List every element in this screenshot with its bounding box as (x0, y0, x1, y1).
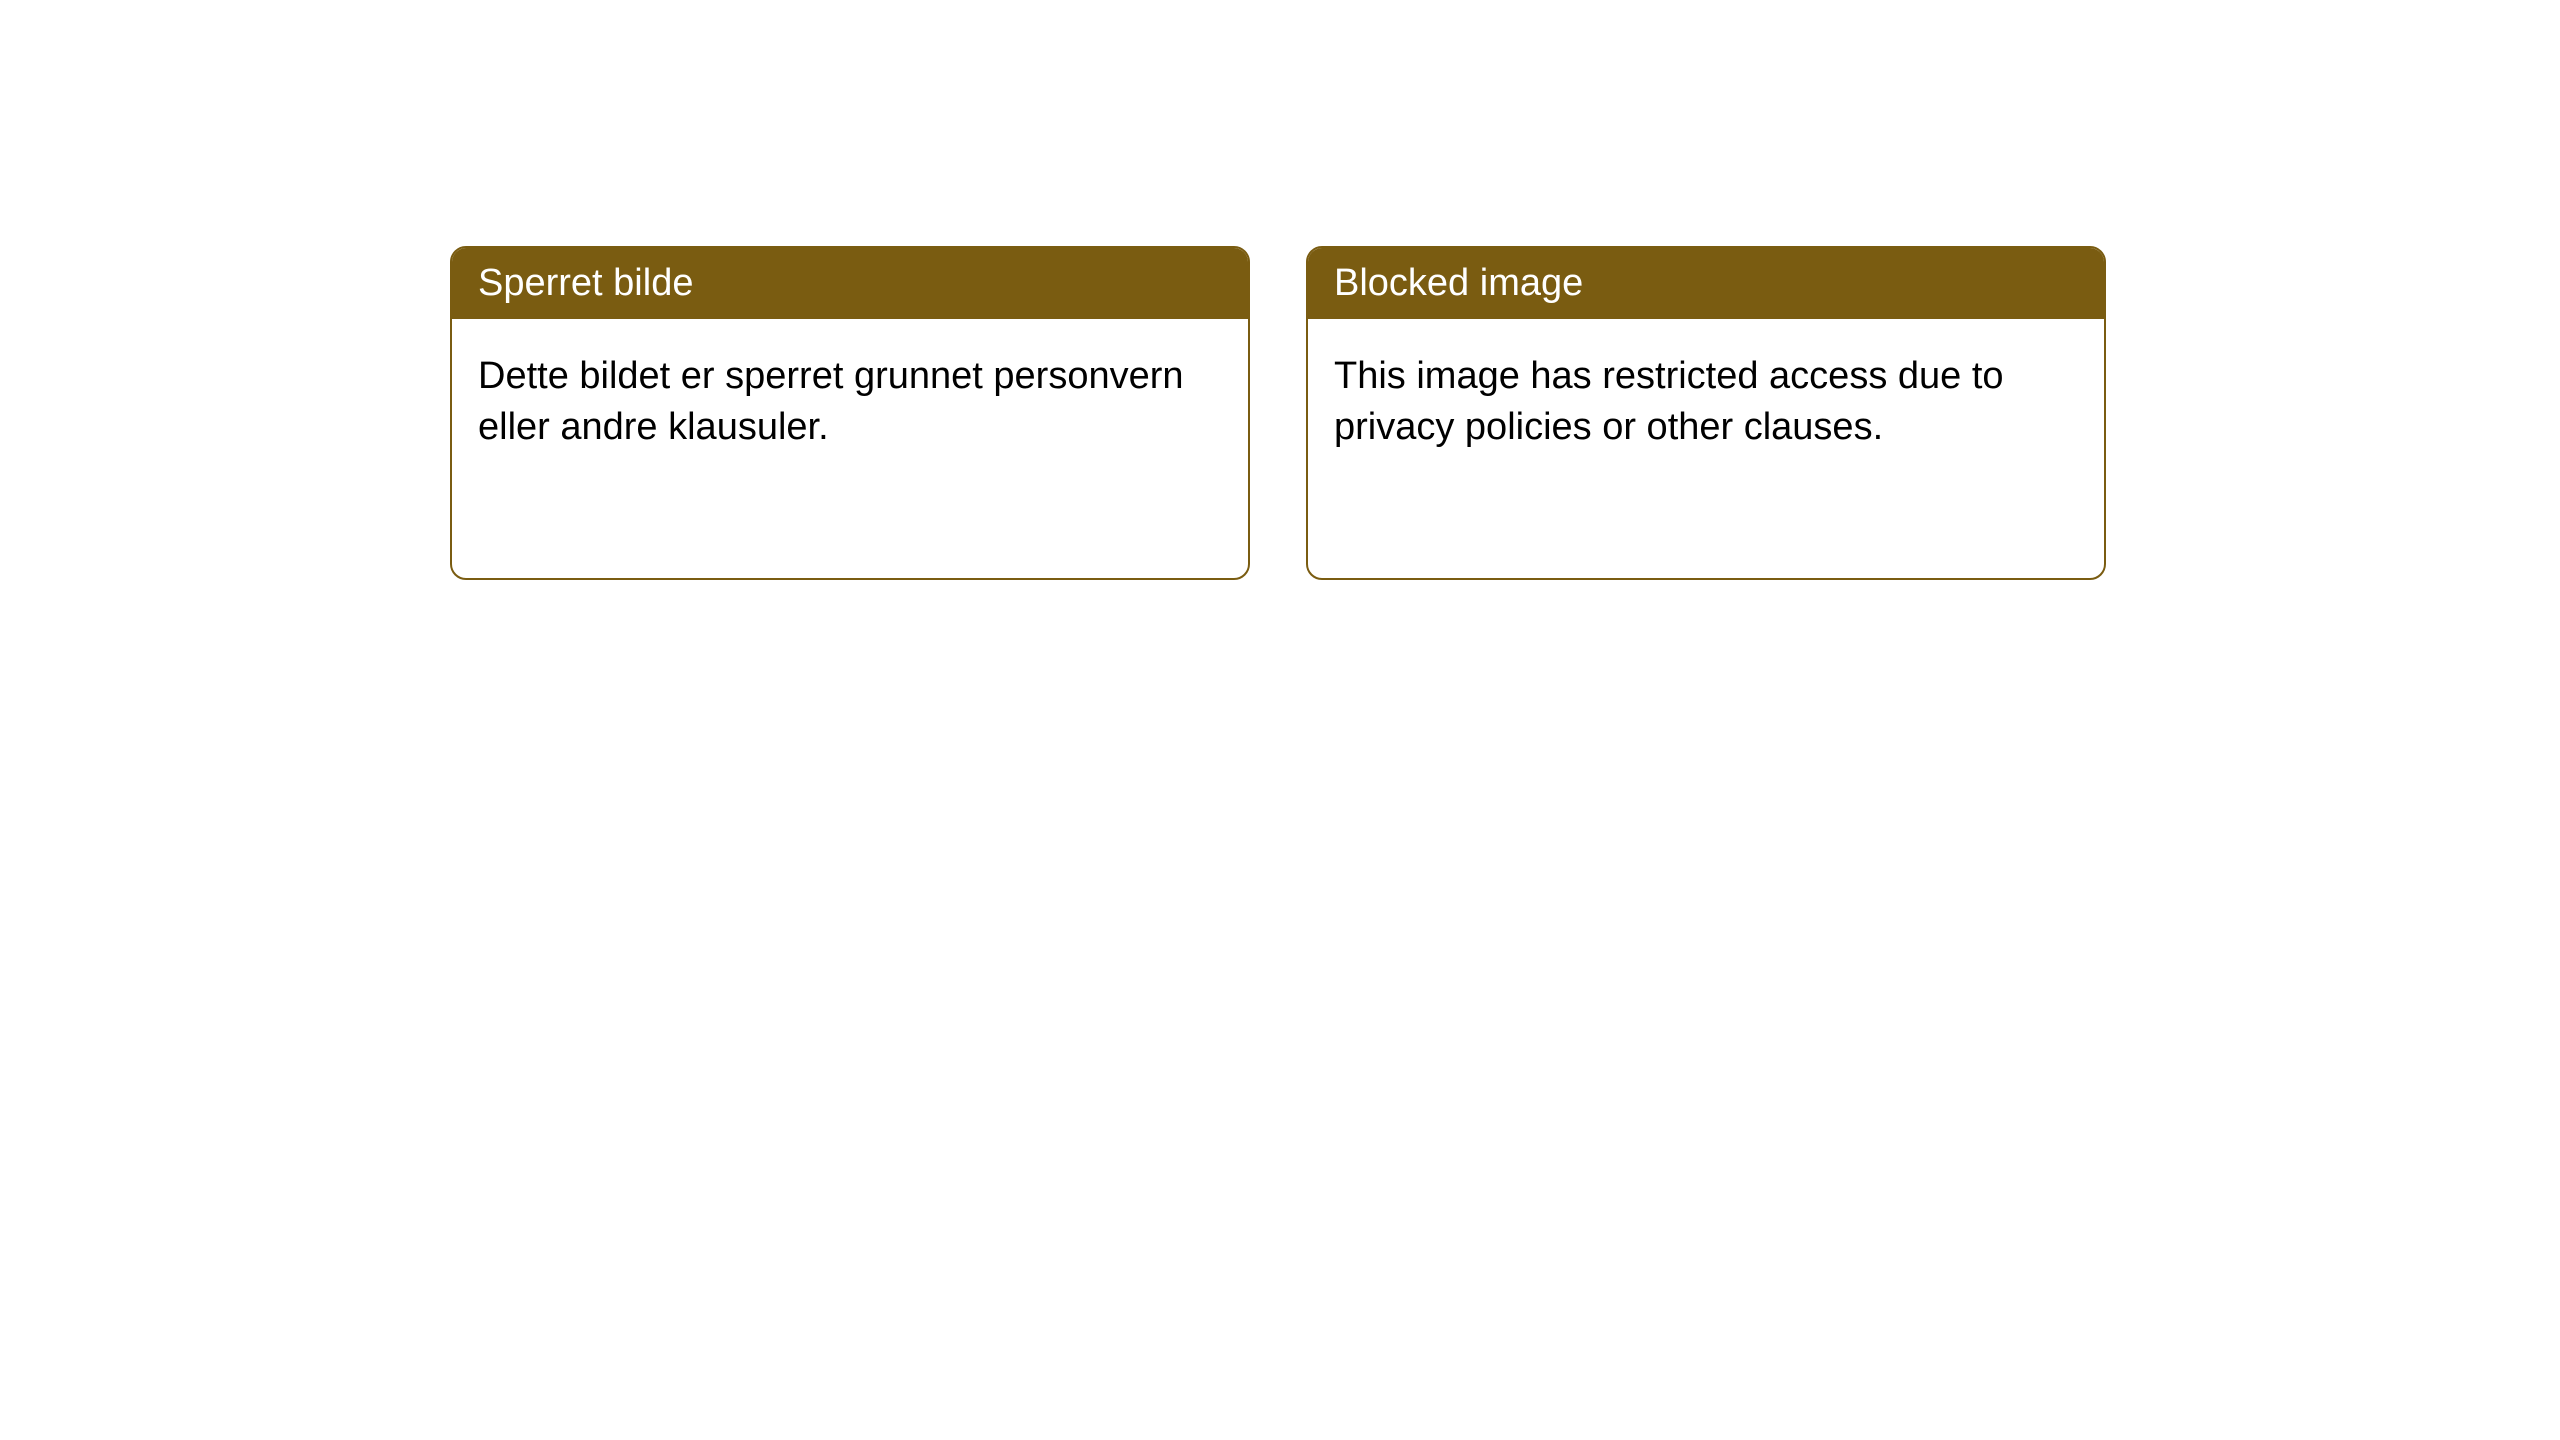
notice-body: Dette bildet er sperret grunnet personve… (452, 319, 1248, 486)
notice-header: Sperret bilde (452, 248, 1248, 319)
notice-card-norwegian: Sperret bilde Dette bildet er sperret gr… (450, 246, 1250, 580)
notice-card-english: Blocked image This image has restricted … (1306, 246, 2106, 580)
notice-body: This image has restricted access due to … (1308, 319, 2104, 486)
notice-cards-container: Sperret bilde Dette bildet er sperret gr… (450, 246, 2560, 580)
notice-header: Blocked image (1308, 248, 2104, 319)
